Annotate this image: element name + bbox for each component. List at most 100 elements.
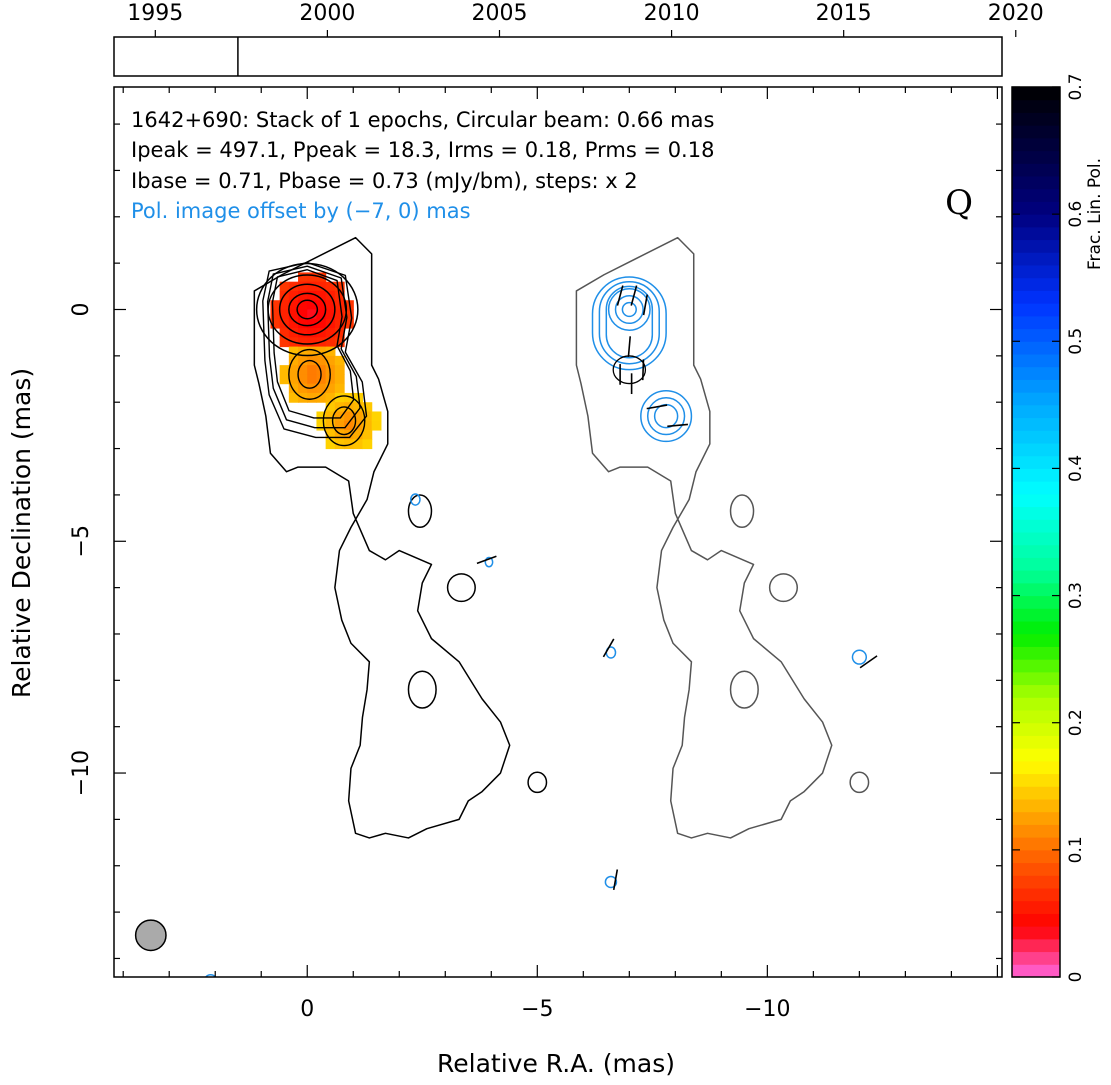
colorbar-band — [1012, 99, 1060, 113]
frac-pol-pixel — [334, 383, 345, 394]
timeline-tick-label: 2010 — [644, 1, 700, 26]
frac-pol-pixel — [298, 272, 308, 283]
pol-blue-contour — [605, 285, 654, 359]
colorbar-frame — [1011, 86, 1061, 978]
colorbar-band — [1012, 519, 1060, 533]
frac-pol-pixel — [307, 346, 318, 357]
pol-isolated-contour — [729, 494, 755, 528]
colorbar-band — [1012, 201, 1060, 215]
frac-pol-pixel — [279, 337, 290, 348]
colorbar-band — [1012, 799, 1060, 813]
frac-pol-pixel — [288, 318, 299, 329]
pol-blue-core — [621, 301, 637, 318]
axis-ticks: 0 −5 −10 0 −5 −10 — [69, 87, 1002, 1022]
colorbar-band — [1012, 633, 1060, 647]
frac-pol-pixel — [344, 300, 354, 311]
frac-pol-pixel — [270, 318, 281, 329]
quality-grade: Q — [945, 183, 973, 223]
stokes-i-contour-core — [255, 262, 359, 357]
frac-pol-pixel — [307, 365, 318, 375]
colorbar-band — [1012, 366, 1060, 380]
polarization-contours — [204, 236, 870, 977]
stokes-i-contour-core — [296, 299, 319, 320]
colorbar-band — [1012, 760, 1060, 775]
frac-pol-pixel — [325, 420, 336, 431]
frac-pol-pixel — [316, 365, 327, 375]
colorbar-band — [1012, 557, 1060, 571]
colorbar-band — [1012, 837, 1060, 851]
frac-pol-pixel — [270, 309, 281, 320]
colorbar-band — [1012, 214, 1060, 228]
colorbar-band — [1012, 684, 1060, 698]
colorbar-band — [1012, 303, 1060, 317]
frac-pol-pixel — [298, 337, 308, 348]
stokes-i-contour-knot — [331, 406, 357, 436]
frac-pol-pixel — [334, 309, 345, 320]
frac-pol-pixel — [325, 402, 336, 413]
colorbar-band — [1012, 455, 1060, 469]
x-axis-title: Relative R.A. (mas) — [437, 1049, 675, 1078]
colorbar-band — [1012, 659, 1060, 673]
colorbar-band — [1012, 697, 1060, 711]
frac-pol-pixel — [353, 402, 364, 413]
evpa-tick — [641, 359, 645, 381]
frac-pol-pixel — [325, 383, 336, 394]
frac-pol-pixel — [298, 383, 308, 394]
frac-pol-pixel — [334, 337, 345, 348]
pol-isolated-blue-contour — [484, 556, 494, 568]
pol-isolated-contour — [729, 670, 759, 709]
timeline-tick-label: 2015 — [816, 1, 872, 26]
colorbar-band — [1012, 404, 1060, 419]
colorbar-bands — [1012, 87, 1060, 978]
colorbar-band — [1012, 468, 1060, 482]
frac-pol-pixel — [371, 420, 382, 431]
colorbar-band — [1012, 277, 1060, 291]
colorbar-band — [1012, 392, 1060, 406]
frac-pol-pixel — [334, 430, 345, 440]
frac-pol-pixel — [316, 355, 327, 366]
frac-pol-pixel — [344, 430, 354, 440]
frac-pol-pixel — [288, 355, 299, 366]
stokes-i-contour-core — [288, 292, 327, 327]
pol-isolated-contour — [849, 771, 870, 794]
pol-blue-core — [607, 288, 651, 331]
colorbar-tick-label: 0.5 — [1066, 328, 1086, 355]
frac-pol-pixel — [344, 411, 354, 422]
frac-pol-pixel — [279, 365, 290, 375]
frac-pol-pixel — [307, 374, 318, 385]
frac-pol-pixel — [298, 355, 308, 366]
frac-pol-pixel — [334, 374, 345, 385]
colorbar-tick-label: 0 — [1066, 972, 1086, 983]
offset-note: Pol. image offset by (−7, 0) mas — [131, 199, 471, 223]
frac-pol-pixel — [334, 392, 345, 403]
frac-pol-pixel — [362, 430, 373, 440]
pol-isolated-contour — [768, 573, 799, 603]
colorbar-band — [1012, 951, 1060, 965]
colorbar-band — [1012, 773, 1060, 787]
frac-pol-pixel — [325, 346, 336, 357]
frac-pol-pixel — [307, 281, 318, 292]
evpa-tick — [627, 336, 632, 357]
colorbar-band — [1012, 506, 1060, 520]
evpa-tick — [667, 423, 689, 428]
colorbar-band — [1012, 786, 1060, 800]
stokes-i-contour-knot — [288, 348, 331, 400]
evpa-tick — [616, 285, 624, 306]
frac-pol-pixel — [288, 392, 299, 403]
colorbar-tick-label: 0.1 — [1066, 836, 1086, 863]
stokes-i-contour-envelope — [266, 265, 361, 429]
frac-pol-pixel — [288, 383, 299, 394]
frac-pol-pixel — [316, 300, 327, 311]
frac-pol-pixel — [334, 402, 345, 413]
frac-pol-pixel — [316, 392, 327, 403]
frac-pol-pixel — [353, 439, 364, 450]
timeline-tick-label: 2020 — [988, 1, 1044, 26]
frac-pol-pixel — [288, 346, 299, 357]
colorbar-band — [1012, 188, 1060, 202]
colorbar-band — [1012, 354, 1060, 368]
colorbar-band — [1012, 875, 1060, 889]
frac-pol-pixel — [316, 383, 327, 394]
frac-pol-pixel — [279, 300, 290, 311]
stokes-i-isolated-contour — [407, 670, 437, 709]
